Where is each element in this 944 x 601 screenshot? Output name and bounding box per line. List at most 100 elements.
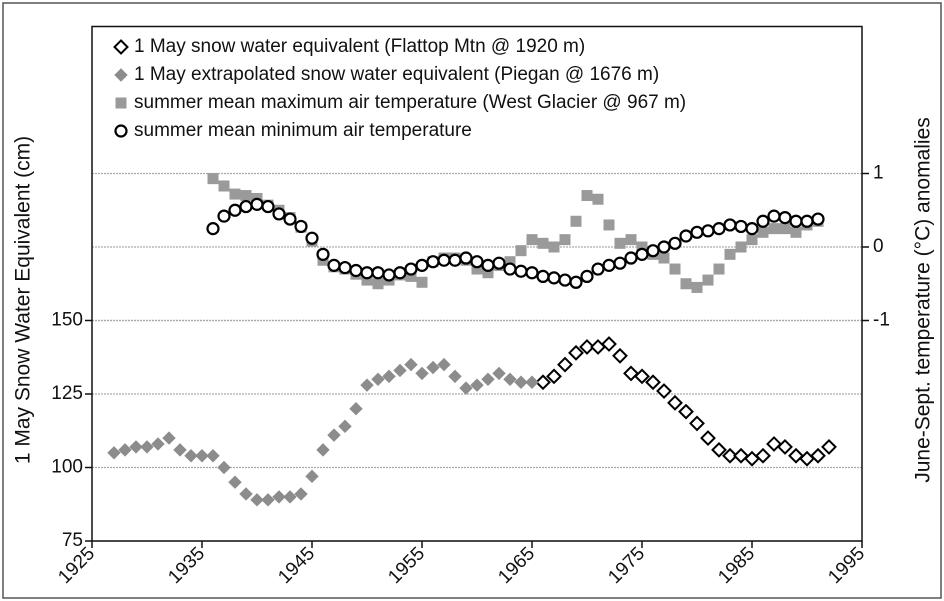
point — [371, 266, 385, 280]
point — [372, 278, 384, 290]
point — [756, 214, 770, 228]
x-tick-label: 1955 — [384, 543, 429, 588]
y-tick-label: 150 — [51, 310, 83, 331]
point — [482, 267, 494, 279]
point — [393, 266, 407, 280]
point — [404, 357, 418, 372]
point — [712, 222, 726, 236]
point — [745, 222, 759, 236]
point — [405, 270, 417, 282]
point — [250, 197, 264, 211]
point — [514, 375, 528, 389]
y2-tick-label: 1 — [873, 163, 884, 184]
point — [767, 209, 781, 223]
point — [601, 336, 617, 352]
point — [437, 357, 451, 372]
point — [316, 247, 330, 261]
point — [151, 437, 165, 451]
point — [821, 439, 837, 455]
y-tick-label: 100 — [51, 457, 83, 478]
point — [535, 374, 551, 391]
point — [680, 278, 692, 290]
point — [755, 447, 771, 464]
point — [272, 490, 286, 504]
legend-label: 1 May snow water equivalent (Flattop Mtn… — [134, 36, 585, 57]
point — [779, 223, 791, 235]
legend-marker — [114, 68, 128, 82]
point — [724, 248, 736, 260]
point — [722, 447, 738, 464]
point — [634, 368, 650, 385]
point — [790, 226, 802, 238]
point — [360, 378, 374, 392]
point — [361, 274, 373, 286]
legend-marker — [115, 97, 127, 109]
point — [206, 222, 220, 236]
point — [656, 383, 672, 399]
point — [645, 374, 661, 391]
point — [492, 366, 506, 381]
point — [261, 493, 275, 507]
point — [129, 440, 143, 454]
point — [470, 378, 484, 392]
point — [426, 360, 440, 375]
x-tick-label: 1965 — [494, 543, 539, 588]
point — [679, 229, 693, 243]
y2-tick-label: -1 — [873, 310, 890, 331]
point — [678, 403, 694, 420]
point — [415, 258, 429, 272]
point — [800, 214, 814, 228]
point — [481, 372, 495, 387]
point — [581, 190, 593, 202]
point — [734, 219, 748, 234]
point — [195, 449, 209, 463]
point — [612, 347, 628, 364]
y2-tick-label: 0 — [873, 236, 884, 257]
point — [426, 255, 440, 269]
y-axis-label: 1 May Snow Water Equivalent (cm) — [12, 136, 35, 464]
point — [658, 252, 670, 264]
point — [592, 193, 604, 205]
point — [437, 253, 451, 267]
legend-label: summer mean minimum air temperature — [134, 120, 472, 141]
point — [481, 258, 495, 272]
point — [735, 241, 747, 253]
point — [777, 439, 793, 455]
y2-axis-label: June-Sept. temperature (°C) anomalies — [912, 117, 935, 483]
point — [239, 487, 253, 501]
point — [338, 260, 352, 275]
point — [757, 226, 769, 238]
point — [118, 443, 132, 457]
point — [316, 443, 330, 457]
point — [778, 211, 792, 225]
point — [811, 212, 825, 226]
point — [503, 262, 517, 276]
point — [393, 363, 407, 378]
point — [504, 256, 516, 268]
point — [558, 273, 572, 287]
point — [744, 450, 760, 467]
point — [733, 447, 749, 464]
point — [547, 271, 561, 285]
point — [207, 173, 219, 185]
point — [525, 375, 539, 389]
point — [503, 372, 517, 387]
point — [614, 237, 626, 249]
point — [810, 447, 826, 464]
point — [635, 247, 649, 261]
point — [416, 276, 428, 288]
point — [327, 258, 341, 272]
point — [603, 219, 615, 231]
point — [590, 339, 606, 355]
x-tick-label: 1975 — [604, 543, 649, 588]
point — [636, 241, 648, 253]
point — [789, 214, 803, 228]
point — [691, 281, 703, 293]
point — [559, 234, 571, 246]
point — [702, 274, 714, 286]
point — [711, 441, 727, 458]
point — [173, 443, 187, 457]
point — [657, 240, 671, 254]
point — [349, 401, 363, 416]
y-tick-label: 75 — [62, 530, 83, 551]
